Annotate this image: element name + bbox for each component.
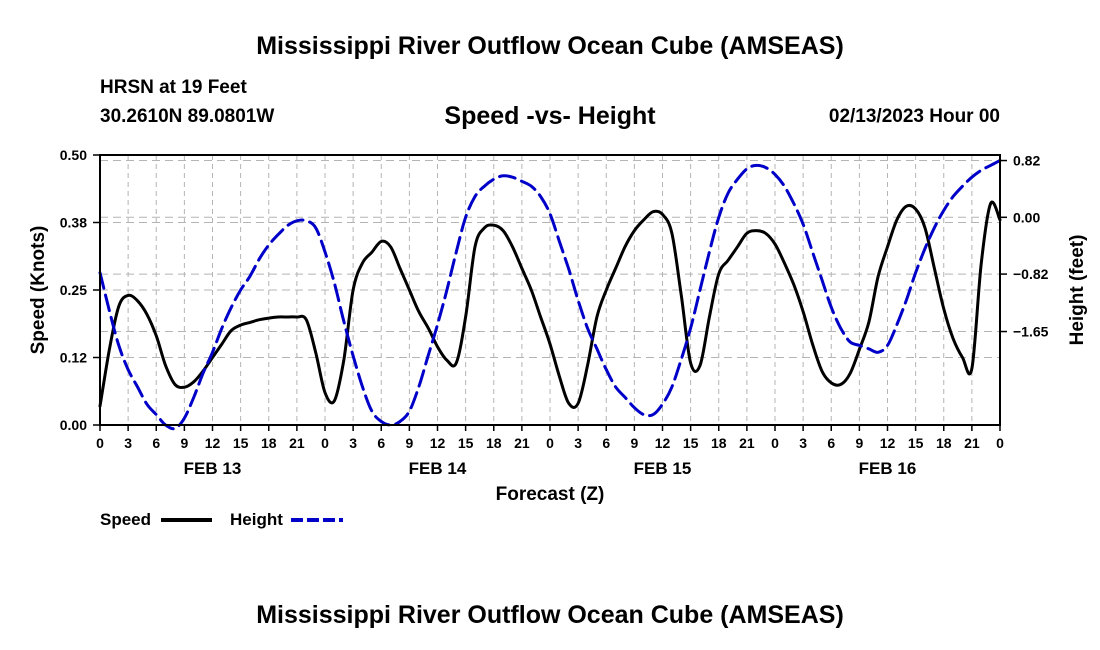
x-tick-label: 18 (261, 435, 277, 451)
legend-height-label: Height (230, 510, 283, 529)
y-right-tick-label: 0.82 (1013, 153, 1040, 169)
footer-title: Mississippi River Outflow Ocean Cube (AM… (256, 601, 844, 629)
x-tick-label: 9 (405, 435, 413, 451)
x-tick-label: 0 (771, 435, 779, 451)
x-tick-label: 15 (458, 435, 474, 451)
x-tick-label: 18 (711, 435, 727, 451)
x-tick-label: 12 (205, 435, 221, 451)
x-tick-label: 21 (964, 435, 980, 451)
day-label: FEB 16 (859, 459, 917, 478)
x-tick-label: 18 (486, 435, 502, 451)
coordinates-label: 30.2610N 89.0801W (100, 106, 275, 127)
y-right-tick-label: 0.00 (1013, 209, 1040, 225)
x-tick-label: 6 (152, 435, 160, 451)
x-tick-label: 21 (739, 435, 755, 451)
x-tick-label: 6 (827, 435, 835, 451)
x-tick-label: 9 (180, 435, 188, 451)
x-tick-label: 12 (880, 435, 896, 451)
legend-speed-label: Speed (100, 510, 151, 529)
x-tick-label: 12 (655, 435, 671, 451)
x-axis-label: Forecast (Z) (496, 484, 605, 505)
x-tick-label: 9 (855, 435, 863, 451)
chart-title: Mississippi River Outflow Ocean Cube (AM… (256, 32, 844, 60)
station-label: HRSN at 19 Feet (100, 77, 247, 98)
x-tick-label: 3 (349, 435, 357, 451)
grid (100, 154, 1000, 425)
chart-subtitle: Speed -vs- Height (444, 102, 656, 130)
day-label: FEB 14 (409, 459, 467, 478)
y-axis-left-label: Speed (Knots) (28, 226, 49, 355)
y-left-tick-label: 0.12 (60, 350, 87, 366)
x-tick-label: 3 (799, 435, 807, 451)
x-tick-label: 6 (377, 435, 385, 451)
day-label: FEB 13 (184, 459, 242, 478)
y-left-tick-label: 0.38 (60, 215, 87, 231)
x-tick-label: 3 (574, 435, 582, 451)
y-left-tick-label: 0.50 (60, 147, 87, 163)
x-tick-label: 21 (514, 435, 530, 451)
x-tick-label: 0 (996, 435, 1004, 451)
x-tick-label: 15 (683, 435, 699, 451)
y-right-tick-label: −1.65 (1013, 324, 1049, 340)
x-tick-label: 6 (602, 435, 610, 451)
x-tick-label: 18 (936, 435, 952, 451)
y-axis-right-label: Height (feet) (1067, 235, 1088, 346)
x-tick-label: 9 (630, 435, 638, 451)
x-tick-label: 15 (908, 435, 924, 451)
x-tick-label: 21 (289, 435, 305, 451)
x-tick-label: 12 (430, 435, 446, 451)
x-tick-label: 15 (233, 435, 249, 451)
x-tick-label: 3 (124, 435, 132, 451)
y-left-tick-label: 0.00 (60, 417, 87, 433)
forecast-datetime: 02/13/2023 Hour 00 (828, 106, 1000, 127)
y-right-tick-label: −0.82 (1013, 266, 1049, 282)
x-tick-label: 0 (546, 435, 554, 451)
axes: 0 3 6 9 12 15 18 21 0 3 6 9 12 15 18 21 0 3 6 9 12 15 18 21 0 3 6 9… (60, 147, 1049, 478)
x-tick-label: 0 (321, 435, 329, 451)
height-series-line (98, 159, 1002, 431)
day-label: FEB 15 (634, 459, 692, 478)
x-tick-label: 0 (96, 435, 104, 451)
series-layer (98, 159, 1002, 431)
speed-series-line (98, 200, 1002, 409)
legend: Speed Height (100, 510, 343, 529)
y-left-tick-label: 0.25 (60, 282, 87, 298)
